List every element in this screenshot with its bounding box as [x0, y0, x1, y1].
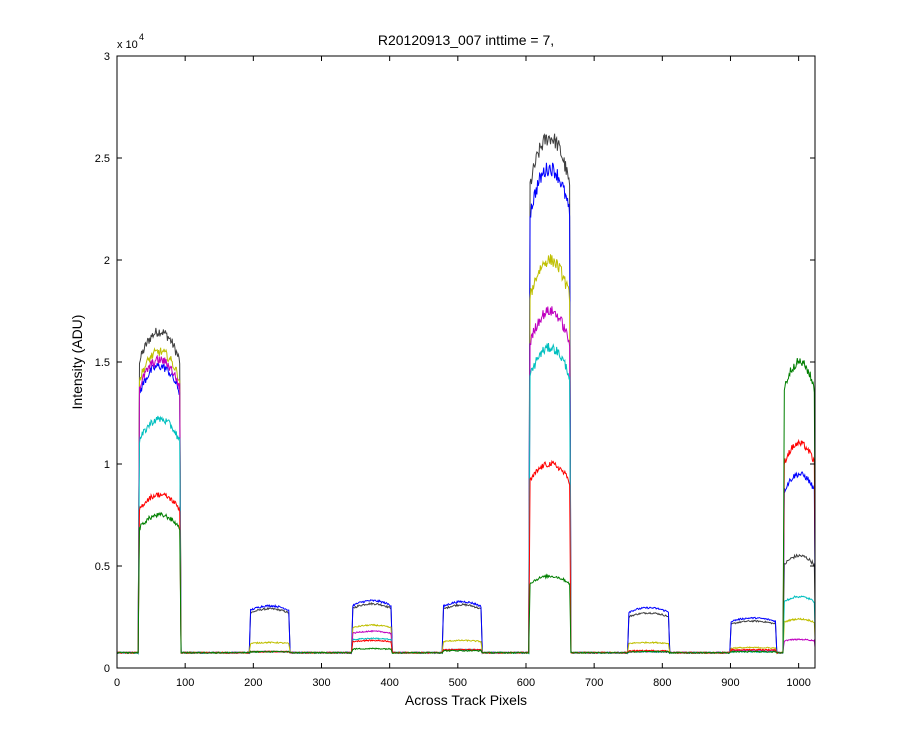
y-axis-label: Intensity (ADU) [69, 315, 85, 410]
x-tick-label: 900 [721, 677, 739, 689]
x-tick-label: 200 [244, 677, 262, 689]
x-tick-label: 400 [380, 677, 398, 689]
y-exponent-power: 4 [139, 32, 144, 42]
plot-area: 0 100 200 300 400 500 600 700 800 900 1000 0 0.5 1 1.… [95, 51, 816, 689]
y-tick-label: 0.5 [95, 561, 110, 573]
x-tick-label: 0 [114, 677, 120, 689]
series-layer [116, 133, 816, 655]
y-tick-label: 2 [104, 255, 110, 267]
chart-title: R20120913_007 inttime = 7, [378, 32, 554, 48]
y-tick-label: 0 [104, 663, 110, 675]
x-tick-label: 1000 [786, 677, 810, 689]
x-tick-label: 800 [653, 677, 671, 689]
x-axis-label: Across Track Pixels [405, 692, 527, 708]
y-axis-ticks: 0 0.5 1 1.5 2 2.5 3 [95, 51, 815, 675]
y-exponent-label: x 10 [117, 39, 138, 51]
y-tick-label: 1.5 [95, 357, 110, 369]
y-tick-label: 2.5 [95, 153, 110, 165]
x-tick-label: 700 [585, 677, 603, 689]
series-line-7 [116, 357, 816, 655]
y-tick-label: 3 [104, 51, 110, 63]
x-axis-ticks: 0 100 200 300 400 500 600 700 800 900 1000 [114, 56, 811, 689]
x-tick-label: 100 [176, 677, 194, 689]
plot-background [117, 56, 815, 668]
x-tick-label: 300 [312, 677, 330, 689]
x-tick-label: 600 [517, 677, 535, 689]
y-tick-label: 1 [104, 459, 110, 471]
x-tick-label: 500 [449, 677, 467, 689]
